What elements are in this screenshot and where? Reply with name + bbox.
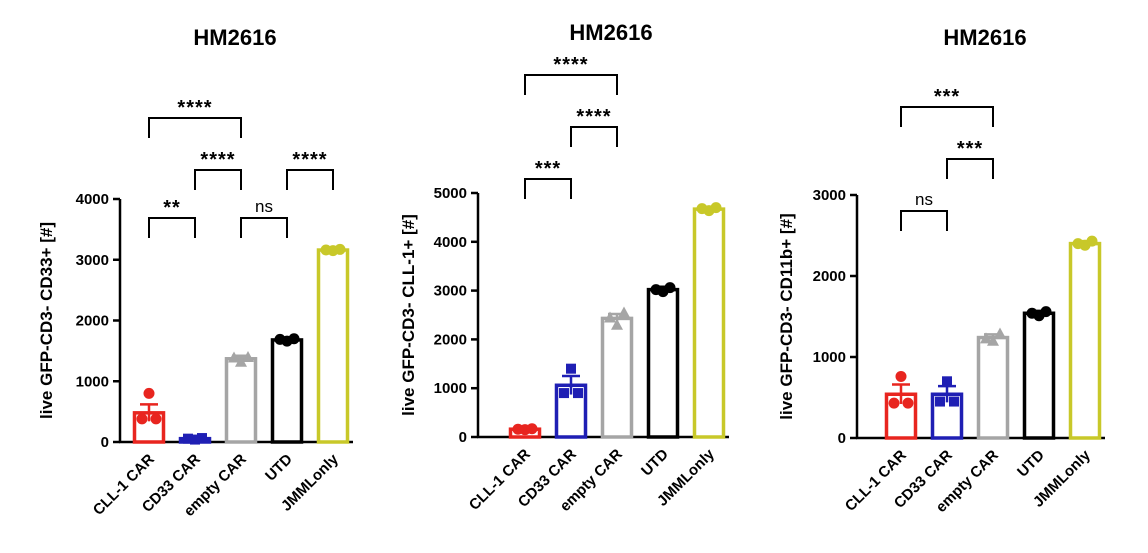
data-point xyxy=(942,376,952,387)
chart-panel-3: HM2616 live GFP-CD3- CD11b+ [#] 0 1000 2000 3… xyxy=(777,25,1105,516)
significance-label: **** xyxy=(576,106,611,128)
y-tick-label: 2000 xyxy=(813,268,846,285)
bar xyxy=(316,248,350,444)
y-tick-label: 3000 xyxy=(813,187,846,204)
significance-bracket xyxy=(946,158,994,179)
x-tick-label: UTD xyxy=(262,451,296,485)
y-tick-label: 0 xyxy=(459,429,467,446)
data-point xyxy=(183,433,193,444)
data-point xyxy=(664,282,676,294)
bar xyxy=(270,338,304,444)
y-tick-label: 4000 xyxy=(434,234,467,251)
bar xyxy=(646,287,680,439)
data-point xyxy=(288,333,300,345)
significance-label: ns xyxy=(915,190,933,209)
significance-label: *** xyxy=(535,158,561,180)
significance-label: *** xyxy=(957,138,983,160)
data-point xyxy=(190,434,200,445)
data-point xyxy=(604,311,616,323)
data-point xyxy=(228,351,240,363)
y-tick-label: 4000 xyxy=(76,191,109,208)
bar xyxy=(1022,311,1056,440)
significance-bracket xyxy=(524,74,618,95)
data-point xyxy=(566,363,576,374)
y-tick-label: 2000 xyxy=(434,331,467,348)
data-point xyxy=(1086,235,1098,247)
data-point xyxy=(242,350,254,362)
data-point xyxy=(696,203,708,215)
data-point xyxy=(512,423,524,435)
data-point xyxy=(1026,307,1038,319)
data-point xyxy=(334,243,346,255)
bar xyxy=(224,357,258,444)
data-point xyxy=(150,413,162,425)
y-tick-label: 1000 xyxy=(813,349,846,366)
data-point xyxy=(573,388,583,399)
significance-bracket xyxy=(900,106,994,127)
data-point xyxy=(949,396,959,407)
significance-bracket xyxy=(900,210,948,231)
significance-bracket xyxy=(524,178,572,199)
data-point xyxy=(143,387,155,399)
significance-label: *** xyxy=(934,86,960,108)
data-point xyxy=(274,333,286,345)
data-point xyxy=(710,202,722,214)
bar xyxy=(600,316,634,439)
significance-label: **** xyxy=(553,54,588,76)
data-point xyxy=(618,306,630,318)
significance-bracket xyxy=(148,217,196,238)
data-point xyxy=(559,388,569,399)
y-tick-label: 3000 xyxy=(434,283,467,300)
data-point xyxy=(235,355,247,367)
data-point xyxy=(136,413,148,425)
significance-label: **** xyxy=(292,149,327,171)
data-point xyxy=(980,332,992,344)
data-point xyxy=(320,244,332,256)
bar xyxy=(976,335,1010,440)
significance-label: **** xyxy=(200,149,235,171)
data-point xyxy=(994,327,1006,339)
significance-bracket xyxy=(148,117,242,138)
x-tick-label: UTD xyxy=(638,446,672,480)
x-tick-label: UTD xyxy=(1014,447,1048,481)
chart-title: HM2616 xyxy=(943,25,1026,50)
chart-title: HM2616 xyxy=(193,25,276,50)
y-axis-label: live GFP-CD3- CD33+ [#] xyxy=(37,222,56,419)
chart-panel-1: HM2616 live GFP-CD3- CD33+ [#] 0 1000 2000 30… xyxy=(37,25,353,520)
significance-label: ns xyxy=(255,197,273,216)
data-point xyxy=(895,370,907,382)
y-tick-label: 0 xyxy=(101,434,109,451)
y-tick-label: 1000 xyxy=(76,373,109,390)
data-point xyxy=(526,423,538,435)
data-point xyxy=(1072,238,1084,250)
significance-bracket xyxy=(286,169,334,190)
y-tick-label: 0 xyxy=(838,430,846,447)
data-point xyxy=(650,284,662,296)
y-tick-label: 1000 xyxy=(434,380,467,397)
data-point xyxy=(197,433,207,444)
significance-bracket xyxy=(194,169,242,190)
bar xyxy=(692,207,726,439)
y-tick-label: 5000 xyxy=(434,185,467,202)
data-point xyxy=(902,397,914,409)
chart-title: HM2616 xyxy=(569,20,652,45)
chart-panel-2: HM2616 live GFP-CD3- CLL-1+ [#] 0 1000 2000 3… xyxy=(399,20,729,515)
data-point xyxy=(888,397,900,409)
y-axis-label: live GFP-CD3- CLL-1+ [#] xyxy=(399,214,418,416)
significance-bracket xyxy=(570,126,618,147)
data-point xyxy=(935,396,945,407)
bar xyxy=(1068,241,1102,440)
data-point xyxy=(611,318,623,330)
significance-label: ** xyxy=(163,197,181,219)
y-tick-label: 3000 xyxy=(76,252,109,269)
y-tick-label: 2000 xyxy=(76,313,109,330)
significance-bracket xyxy=(240,217,288,238)
data-point xyxy=(1040,306,1052,318)
significance-label: **** xyxy=(177,97,212,119)
y-axis-label: live GFP-CD3- CD11b+ [#] xyxy=(777,213,796,419)
